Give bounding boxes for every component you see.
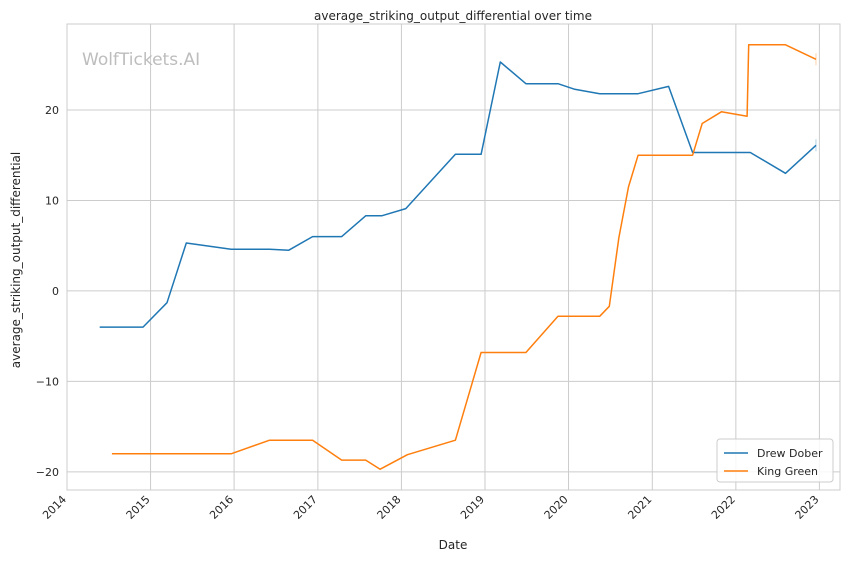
y-tick-label-3: 10 — [45, 194, 59, 207]
y-tick-labels: −20 −10 0 10 20 — [36, 104, 59, 479]
chart-title: average_striking_output_differential ove… — [314, 9, 592, 23]
y-axis-label: average_striking_output_differential — [9, 152, 23, 368]
legend-label-drew-dober: Drew Dober — [757, 447, 823, 460]
grid-lines — [66, 24, 840, 490]
y-tick-label-0: −20 — [36, 466, 59, 479]
x-axis-label: Date — [439, 538, 468, 552]
watermark-text: WolfTickets.AI — [82, 50, 200, 70]
legend-label-king-green: King Green — [757, 465, 818, 478]
legend: Drew Dober King Green — [716, 438, 834, 483]
y-tick-label-4: 20 — [45, 104, 59, 117]
y-tick-label-2: 0 — [52, 285, 59, 298]
series-line-king-green — [111, 44, 817, 470]
series-lines — [99, 44, 817, 470]
series-line-drew-dober — [99, 61, 817, 328]
plot-area-frame — [66, 23, 841, 491]
y-tick-label-1: −10 — [36, 375, 59, 388]
